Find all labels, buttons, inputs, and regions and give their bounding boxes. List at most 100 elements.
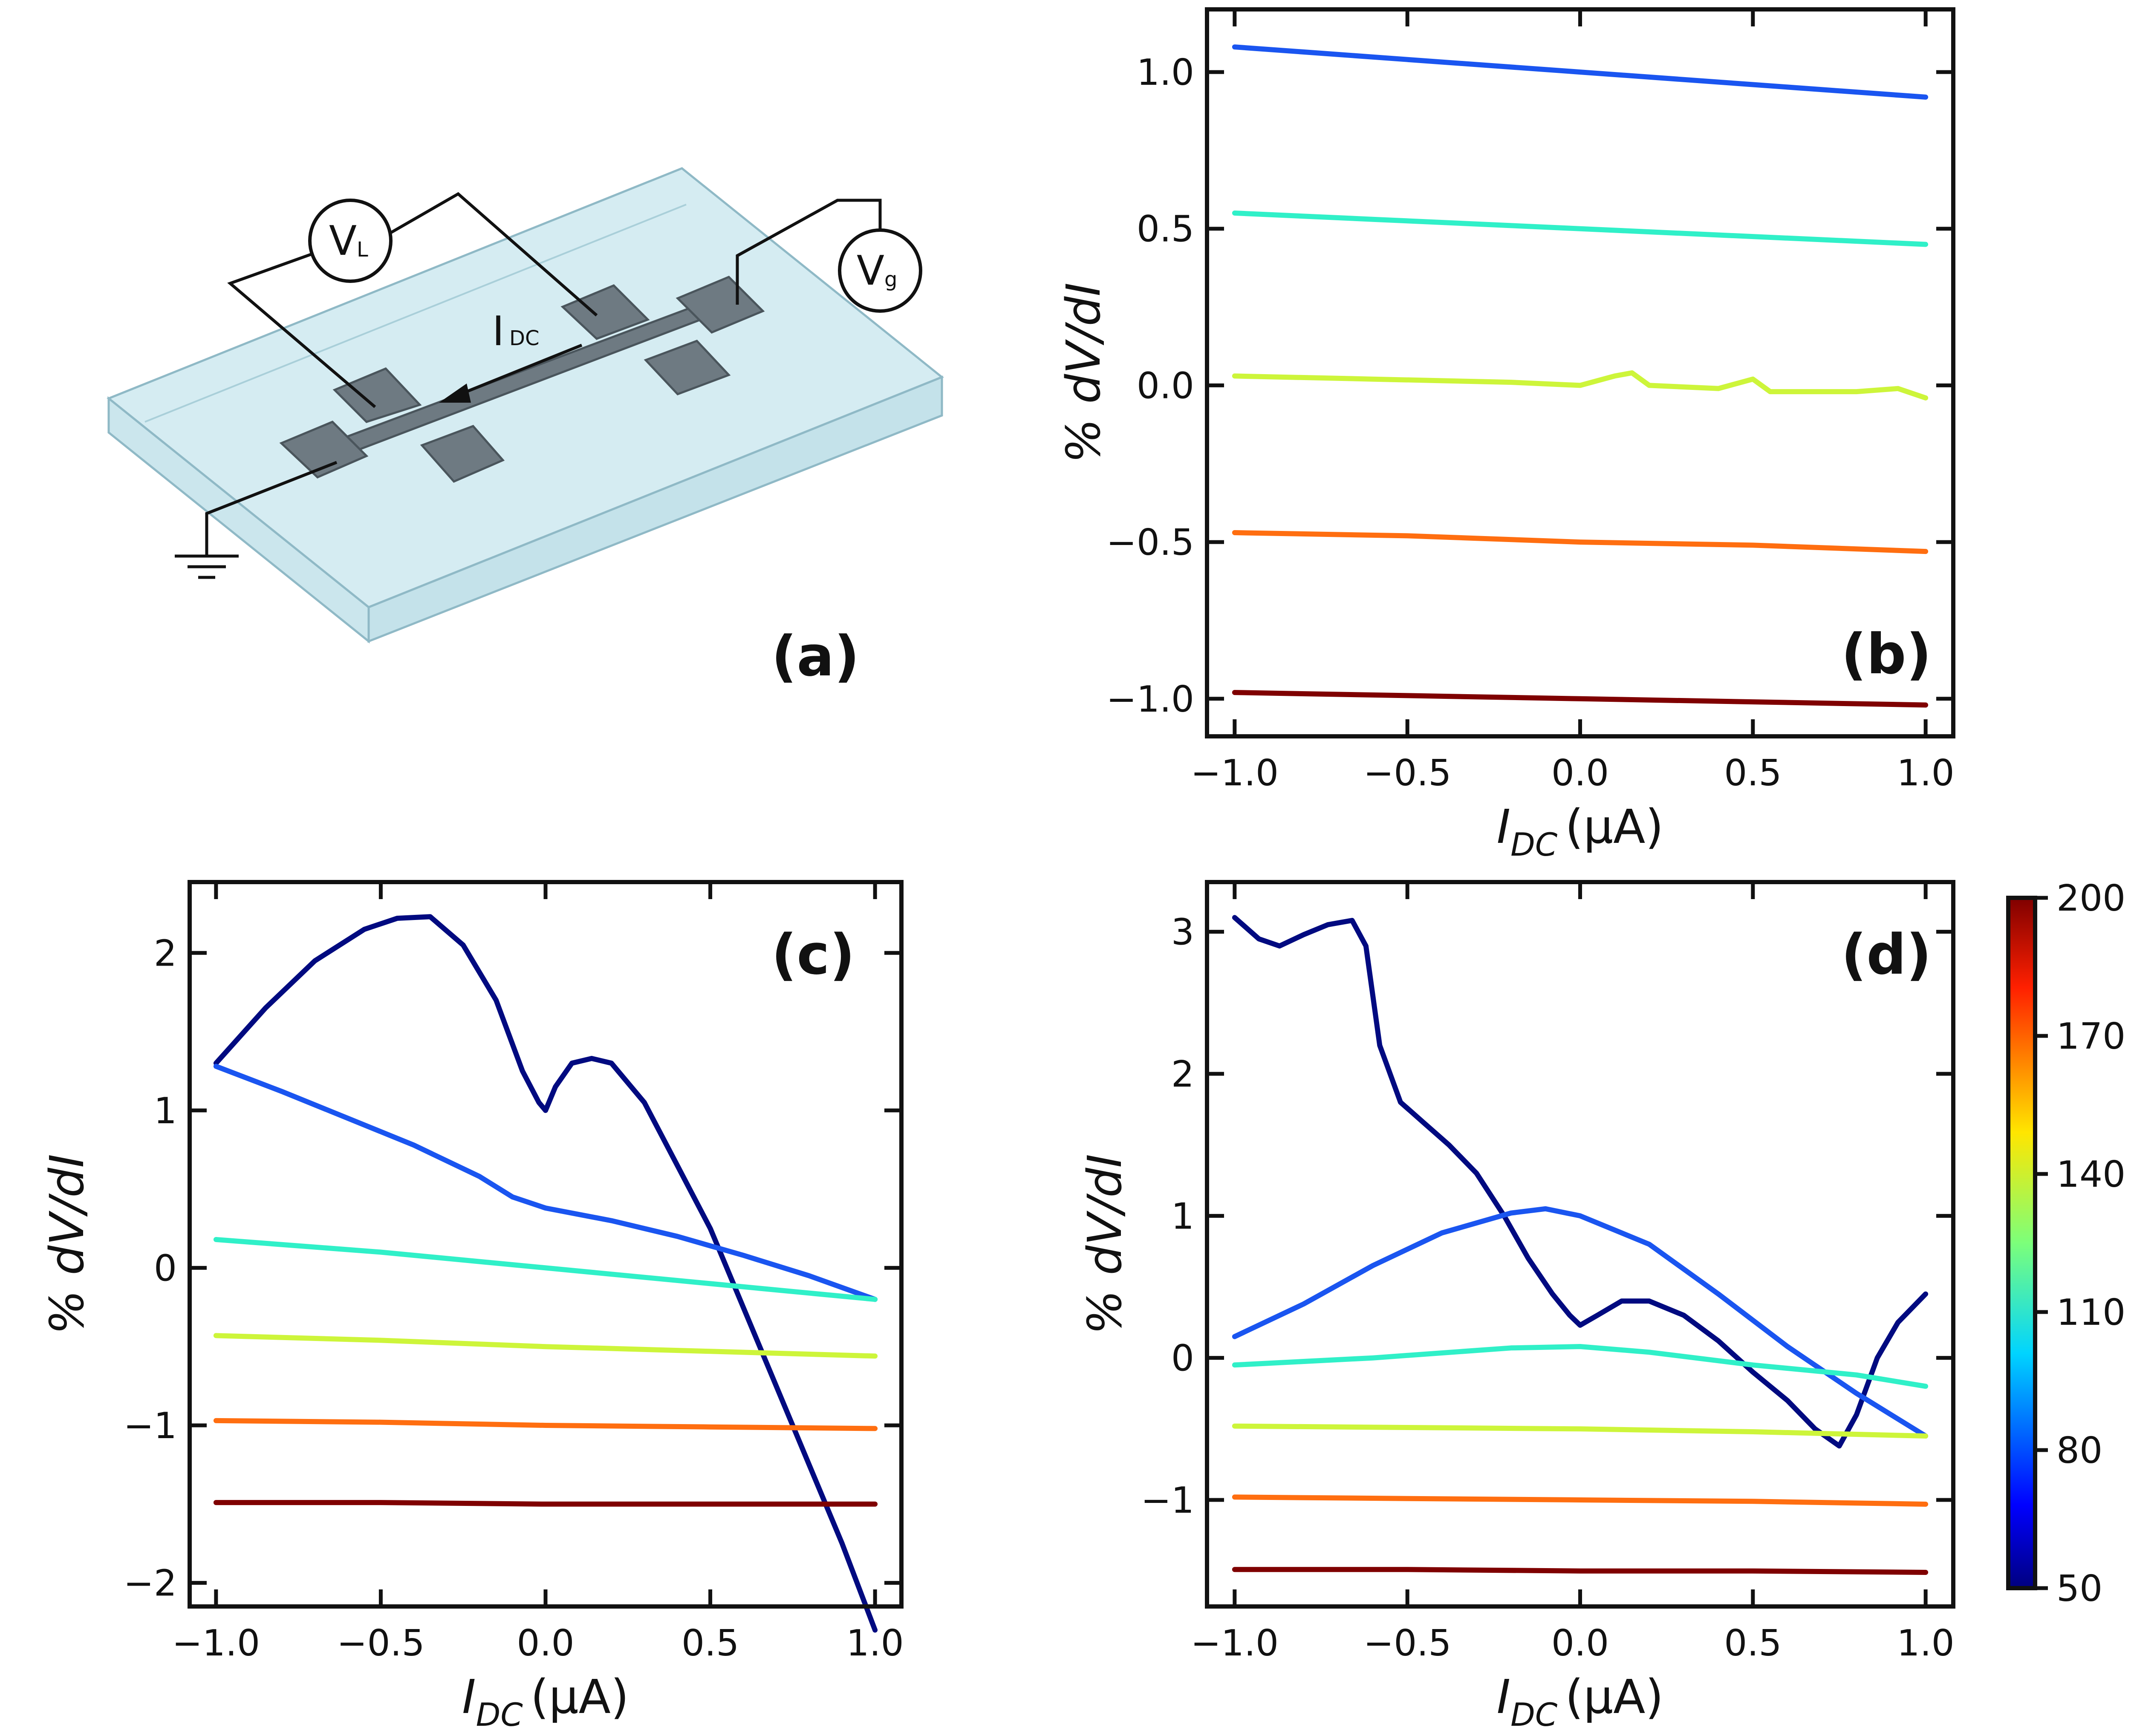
current-label-sub: DC bbox=[509, 326, 539, 350]
colorbar-tick-label: 50 bbox=[2056, 1568, 2102, 1610]
colorbar-tick-label: 110 bbox=[2056, 1292, 2125, 1334]
series-line-vg-200 bbox=[1232, 1567, 1929, 1575]
series-line-vg-110 bbox=[1232, 1344, 1929, 1389]
y-axis-title: % dV/dI bbox=[40, 1154, 94, 1335]
y-tick-label: 0 bbox=[1171, 1338, 1194, 1380]
y-tick-label: −0.5 bbox=[1106, 522, 1194, 564]
x-axis-title-main: I bbox=[462, 1670, 476, 1724]
voltmeter-g-icon bbox=[838, 228, 922, 313]
contact-pad bbox=[279, 421, 369, 479]
y-tick-label: −1 bbox=[124, 1405, 177, 1447]
y-tick-label: 2 bbox=[1171, 1053, 1194, 1096]
x-tick-label: 1.0 bbox=[1897, 1622, 1955, 1664]
x-axis-title: IDC (μA) bbox=[1497, 799, 1664, 863]
x-axis-title-main: I bbox=[1497, 799, 1510, 854]
x-tick-label: 0.0 bbox=[1551, 752, 1609, 794]
x-tick-label: −0.5 bbox=[1363, 1622, 1451, 1664]
contact-pad bbox=[644, 340, 731, 395]
series-line-vg-80 bbox=[1232, 44, 1929, 100]
series-line-vg-110 bbox=[1232, 211, 1929, 247]
panel-label: (b) bbox=[1841, 622, 1932, 686]
y-tick-label: −1 bbox=[1141, 1479, 1194, 1522]
y-tick-label: −1.0 bbox=[1106, 678, 1194, 721]
y-tick-label: 1.0 bbox=[1137, 52, 1194, 94]
voltmeter-L-main: V bbox=[329, 218, 357, 265]
contact-pad bbox=[676, 276, 765, 334]
x-tick-label: 0.5 bbox=[681, 1622, 739, 1664]
x-axis-title-sub: DC bbox=[476, 1696, 523, 1733]
x-axis-title-unit: (μA) bbox=[531, 1670, 629, 1724]
panel-b-chart: −1.0 −0.5 0.0 0.5 1.0 −1.0 −0.5 0.0 0.5 1.0 IDC (μA… bbox=[1056, 7, 1955, 863]
series-line-vg-170 bbox=[213, 1418, 878, 1431]
y-tick-label: 0.5 bbox=[1137, 208, 1194, 251]
y-tick-label: 1 bbox=[154, 1090, 177, 1132]
substrate-left bbox=[107, 396, 370, 644]
y-tick-label: 0.0 bbox=[1137, 365, 1194, 407]
series-line-vg-80 bbox=[213, 1064, 878, 1302]
series-line-vg-110 bbox=[213, 1237, 878, 1302]
series-line-vg-200 bbox=[1232, 690, 1929, 708]
y-tick-label: −2 bbox=[124, 1563, 177, 1605]
contact-pad bbox=[332, 367, 422, 423]
y-axis-title: % dV/dI bbox=[1056, 283, 1111, 463]
x-tick-label: 1.0 bbox=[846, 1622, 904, 1664]
x-tick-label: 1.0 bbox=[1897, 752, 1955, 794]
wire-VL-right bbox=[387, 192, 598, 317]
panel-a-schematic: V L V g I DC (a) bbox=[107, 167, 944, 689]
x-axis-title-main: I bbox=[1497, 1670, 1510, 1724]
contact-pad bbox=[560, 284, 650, 340]
y-tick-label: 2 bbox=[154, 932, 177, 975]
current-label-main: I bbox=[492, 308, 504, 355]
colorbar-gradient bbox=[2006, 896, 2037, 1590]
colorbar-tick-label: 140 bbox=[2056, 1153, 2125, 1196]
wire-Vg bbox=[736, 199, 882, 305]
y-tick-label: 1 bbox=[1171, 1195, 1194, 1237]
x-tick-label: −0.5 bbox=[1363, 752, 1451, 794]
panel-d-chart: −1.0 −0.5 0.0 0.5 1.0 −1 0 1 2 3 IDC (μA) % dV/dI (d) bbox=[1077, 880, 1955, 1733]
panel-label: (d) bbox=[1841, 922, 1932, 987]
x-tick-label: −1.0 bbox=[1191, 752, 1279, 794]
x-tick-label: −1.0 bbox=[1191, 1622, 1279, 1664]
colorbar-tick-label: 80 bbox=[2056, 1430, 2102, 1472]
series-line-vg-170 bbox=[1232, 530, 1929, 554]
voltmeter-g-sub: g bbox=[884, 268, 897, 291]
x-axis-title: IDC (μA) bbox=[1497, 1670, 1664, 1733]
x-tick-label: 0.5 bbox=[1724, 1622, 1782, 1664]
x-tick-label: −0.5 bbox=[337, 1622, 424, 1664]
wire-ground bbox=[205, 461, 338, 556]
y-tick-label: 0 bbox=[154, 1247, 177, 1289]
panel-label: (c) bbox=[771, 922, 855, 987]
series-line-vg-170 bbox=[1232, 1494, 1929, 1507]
x-axis-title-unit: (μA) bbox=[1565, 799, 1663, 854]
colorbar-tick-label: 200 bbox=[2056, 877, 2125, 920]
x-tick-label: 0.0 bbox=[517, 1622, 574, 1664]
y-axis-title: % dV/dI bbox=[1077, 1154, 1132, 1335]
panel-a-label: (a) bbox=[771, 624, 860, 689]
x-axis-title-sub: DC bbox=[1510, 1696, 1558, 1733]
current-arrow bbox=[459, 343, 583, 396]
voltmeter-g-main: V bbox=[857, 248, 884, 294]
arrowhead-icon bbox=[439, 384, 471, 403]
voltmeter-L-sub: L bbox=[357, 238, 368, 262]
ground-icon bbox=[175, 554, 239, 579]
series-line-vg-200 bbox=[213, 1500, 878, 1507]
series-line-vg-50 bbox=[213, 914, 878, 1633]
x-tick-label: 0.5 bbox=[1724, 752, 1782, 794]
substrate-top bbox=[107, 167, 944, 608]
x-tick-label: −1.0 bbox=[172, 1622, 260, 1664]
y-tick-label: 3 bbox=[1171, 911, 1194, 954]
series-line-vg-140 bbox=[1232, 1423, 1929, 1439]
colorbar-ticks: 50 80 110 140 170 200 bbox=[2035, 877, 2125, 1610]
series-line-vg-80 bbox=[1232, 1206, 1929, 1439]
series-line-vg-140 bbox=[213, 1333, 878, 1359]
x-axis-title-unit: (μA) bbox=[1565, 1670, 1663, 1724]
series-line-vg-140 bbox=[1232, 370, 1929, 401]
panel-c-chart: −1.0 −0.5 0.0 0.5 1.0 −2 −1 0 1 2 IDC (μA) % dV/dI (c… bbox=[40, 880, 904, 1733]
x-tick-label: 0.0 bbox=[1551, 1622, 1609, 1664]
x-axis-title: IDC (μA) bbox=[462, 1670, 629, 1733]
contact-pad bbox=[420, 425, 505, 483]
x-axis-title-sub: DC bbox=[1510, 826, 1558, 863]
series-line-vg-50 bbox=[1232, 915, 1929, 1449]
